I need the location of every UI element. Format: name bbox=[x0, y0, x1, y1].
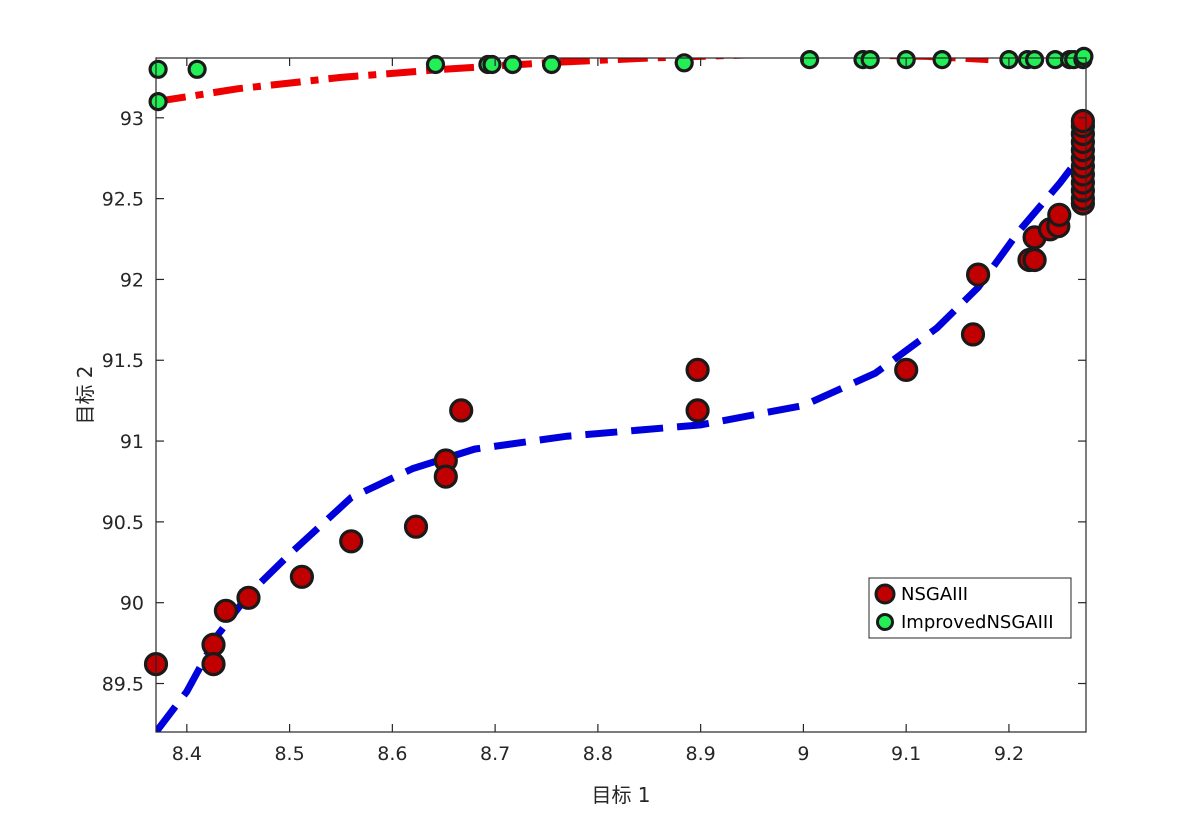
nsgaiii-point bbox=[1070, 108, 1096, 134]
nsgaiii-point bbox=[201, 651, 226, 677]
x-tick-label: 8.5 bbox=[274, 743, 304, 765]
nsgaiii-point bbox=[685, 357, 710, 382]
y-tick-label: 92.5 bbox=[102, 189, 144, 211]
legend-label-nsgaiii: NSGAIII bbox=[901, 584, 968, 605]
trend-line-1 bbox=[156, 164, 1076, 732]
x-tick-label: 8.8 bbox=[583, 743, 613, 765]
nsgaiii-point bbox=[433, 464, 458, 489]
nsgaiii-point bbox=[213, 598, 238, 623]
y-tick-label: 89.5 bbox=[102, 674, 144, 696]
nsgaiii-point bbox=[1022, 247, 1047, 273]
data-points bbox=[143, 46, 1096, 677]
improvednsgaiii-point bbox=[799, 49, 820, 70]
improvednsgaiii-point bbox=[541, 54, 562, 75]
y-tick-label: 91 bbox=[120, 431, 144, 453]
nsgaiii-point bbox=[1047, 202, 1072, 227]
improvednsgaiii-point bbox=[1024, 49, 1045, 70]
improvednsgaiii-point bbox=[860, 49, 880, 70]
legend-label-improvednsgaiii: ImprovedNSGAIII bbox=[901, 612, 1054, 633]
nsgaiii-point bbox=[965, 262, 991, 287]
axis-ticks: 8.4 8.5 8.6 8.7 8.8 8.9 9 9.1 9.2 89.5 90 90.5 91 91.… bbox=[102, 58, 1086, 765]
x-axis-title: 目标 1 bbox=[591, 783, 650, 807]
improvednsgaiii-point bbox=[187, 59, 207, 79]
plot-frame bbox=[155, 57, 1087, 733]
legend: NSGAIII ImprovedNSGAIII bbox=[868, 577, 1072, 639]
y-tick-label: 90 bbox=[120, 593, 144, 615]
nsgaiii-point bbox=[449, 398, 474, 423]
nsgaiii-point bbox=[339, 529, 364, 554]
nsgaiii-point bbox=[236, 585, 261, 610]
trend-line-2 bbox=[156, 58, 989, 106]
nsgaiii-point bbox=[894, 357, 919, 382]
x-tick-label: 8.7 bbox=[480, 743, 510, 765]
improvednsgaiii-point bbox=[482, 54, 502, 75]
y-tick-label: 92 bbox=[120, 269, 144, 291]
y-tick-label: 90.5 bbox=[102, 512, 144, 534]
nsgaiii-point bbox=[289, 564, 314, 589]
x-tick-label: 9.2 bbox=[994, 743, 1024, 765]
improvednsgaiii-point bbox=[148, 59, 168, 79]
legend-marker-improvednsgaiii bbox=[876, 613, 894, 631]
y-axis-title: 目标 2 bbox=[73, 365, 97, 424]
y-tick-label: 91.5 bbox=[102, 350, 144, 372]
improvednsgaiii-point bbox=[674, 53, 694, 73]
x-tick-label: 8.9 bbox=[686, 743, 716, 765]
improvednsgaiii-point bbox=[1074, 46, 1094, 67]
nsgaiii-point bbox=[403, 514, 429, 539]
legend-marker-nsgaiii bbox=[874, 583, 896, 605]
x-tick-label: 9 bbox=[797, 743, 809, 765]
x-tick-label: 9.1 bbox=[891, 743, 921, 765]
improvednsgaiii-point bbox=[425, 54, 446, 75]
x-tick-label: 8.4 bbox=[172, 743, 202, 765]
improvednsgaiii-point bbox=[148, 91, 168, 112]
nsgaiii-point bbox=[960, 322, 986, 347]
y-tick-label: 93 bbox=[120, 108, 144, 130]
trend-lines bbox=[156, 58, 1076, 732]
x-tick-label: 8.6 bbox=[377, 743, 407, 765]
legend-box bbox=[868, 577, 1072, 639]
improvednsgaiii-point bbox=[502, 54, 523, 75]
improvednsgaiii-point bbox=[932, 49, 952, 70]
nsgaiii-point bbox=[685, 398, 710, 423]
